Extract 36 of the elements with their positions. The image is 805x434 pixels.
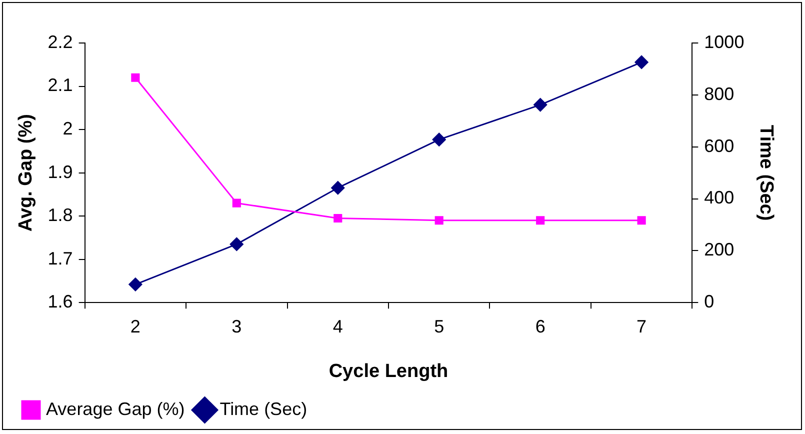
y-tick-label: 2.2: [48, 32, 73, 52]
y-tick-label: 2.1: [48, 75, 73, 96]
legend-label: Average Gap (%): [46, 398, 185, 419]
y2-tick-label: 800: [704, 84, 734, 104]
y-tick-label: 1.7: [48, 248, 73, 268]
x-tick-label: 5: [434, 316, 444, 336]
point: [232, 198, 241, 208]
y2-axis-title: Time (Sec): [755, 124, 776, 221]
point: [534, 98, 548, 112]
y2-tick-label: 1000: [704, 32, 744, 52]
x-tick-label: 2: [130, 316, 140, 336]
y-axis-title: Avg. Gap (%): [16, 114, 37, 232]
x-tick-label: 7: [636, 316, 647, 336]
x-tick-label: 3: [232, 316, 242, 336]
point: [637, 216, 646, 225]
point: [334, 214, 342, 223]
y2-tick-label: 600: [704, 136, 734, 156]
y2-tick-label: 0: [704, 292, 714, 312]
y-tick-label: 1.6: [48, 292, 73, 312]
x-axis-title: Cycle Length: [328, 360, 448, 382]
y2-tick-label: 200: [704, 240, 734, 260]
point: [230, 237, 244, 251]
y2-tick-label: 400: [704, 188, 734, 208]
y-tick-label: 1.8: [48, 205, 73, 226]
y-tick-label: 2: [62, 118, 73, 138]
point: [432, 132, 446, 146]
point: [128, 278, 142, 292]
legend-label: Time (Sec): [220, 398, 308, 419]
point: [434, 216, 444, 225]
point: [536, 216, 545, 225]
point: [634, 55, 648, 69]
x-tick-label: 4: [332, 316, 343, 336]
y-tick-label: 1.9: [48, 162, 73, 182]
point: [131, 73, 140, 82]
x-tick-label: 6: [535, 316, 546, 336]
point: [331, 181, 345, 195]
